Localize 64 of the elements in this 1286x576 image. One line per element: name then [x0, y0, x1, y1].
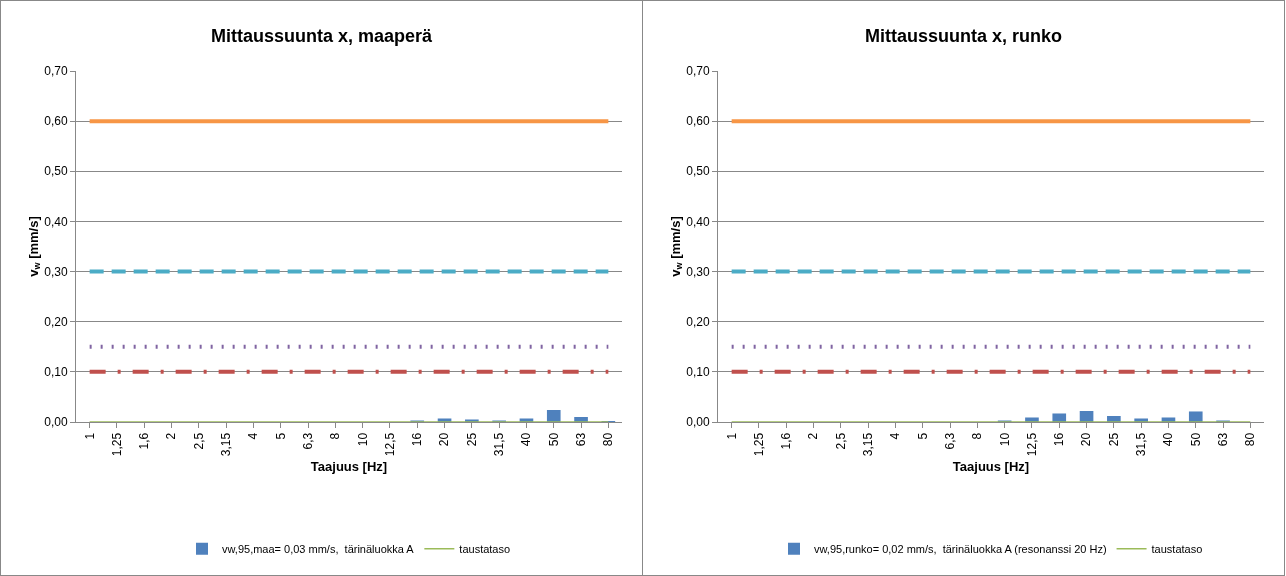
x-tick-label: 1,6	[137, 432, 152, 450]
x-tick-label: 8	[970, 432, 985, 440]
x-tick-label: 16	[1052, 432, 1067, 447]
x-tick-label: 1,25	[109, 432, 124, 457]
y-tick-label: 0,70	[44, 64, 68, 79]
x-tick-label: 63	[1215, 432, 1230, 447]
x-tick-label: 25	[464, 432, 479, 447]
x-tick-label: 6,3	[300, 432, 315, 450]
x-tick-label: 20	[437, 432, 452, 447]
x-tick-label: 12,5	[382, 432, 397, 457]
x-axis-title: Taajuus [Hz]	[952, 458, 1030, 474]
x-axis-title: Taajuus [Hz]	[310, 458, 388, 474]
x-tick-label: 1	[724, 432, 739, 440]
x-tick-label: 2	[164, 432, 179, 440]
y-tick-label: 0,60	[44, 114, 68, 129]
chart-title: Mittaussuunta x, runko	[864, 26, 1063, 47]
x-tick-label: 3,15	[861, 432, 876, 457]
x-tick-label: 1,25	[751, 432, 766, 457]
x-tick-label: 2	[806, 432, 821, 440]
y-tick-label: 0,50	[44, 164, 68, 179]
x-tick-label: 1	[82, 432, 97, 440]
y-tick-label: 0,20	[686, 314, 710, 329]
x-tick-label: 6,3	[942, 432, 957, 450]
x-tick-label: 80	[601, 432, 616, 447]
y-tick-label: 0,60	[686, 114, 710, 129]
x-tick-label: 63	[573, 432, 588, 447]
y-tick-label: 0,30	[44, 264, 68, 279]
x-tick-label: 50	[546, 432, 561, 447]
x-tick-label: 2,5	[191, 432, 206, 450]
x-tick-label: 5	[273, 432, 288, 440]
x-tick-label: 10	[355, 432, 370, 447]
chart-title: Mittaussuunta x, maaperä	[210, 26, 434, 47]
y-tick-label: 0,10	[686, 365, 710, 380]
y-tick-label: 0,70	[686, 64, 710, 79]
legend-label: taustataso	[459, 543, 511, 556]
y-tick-label: 0,30	[686, 264, 710, 279]
x-tick-label: 3,15	[219, 432, 234, 457]
y-tick-label: 0,50	[686, 164, 710, 179]
x-tick-label: 4	[888, 432, 903, 440]
x-tick-label: 2,5	[833, 432, 848, 450]
x-tick-label: 40	[1161, 432, 1176, 447]
y-tick-label: 0,40	[44, 214, 68, 229]
x-tick-label: 10	[997, 432, 1012, 447]
legend-label: taustataso	[1151, 543, 1203, 556]
x-tick-label: 4	[246, 432, 261, 440]
x-tick-label: 20	[1079, 432, 1094, 447]
legend-label: vw,95,runko= 0,02 mm/s, tärinäluokka A (resonanssi 20 Hz)	[814, 543, 1107, 556]
x-tick-label: 5	[915, 432, 930, 440]
y-tick-label: 0,00	[44, 415, 68, 430]
x-tick-label: 8	[328, 432, 343, 440]
x-tick-label: 25	[1106, 432, 1121, 447]
x-tick-label: 16	[410, 432, 425, 447]
y-tick-label: 0,40	[686, 214, 710, 229]
y-tick-label: 0,10	[44, 365, 68, 380]
x-tick-label: 80	[1243, 432, 1258, 447]
y-tick-label: 0,20	[44, 314, 68, 329]
x-tick-label: 50	[1188, 432, 1203, 447]
x-tick-label: 12,5	[1024, 432, 1039, 457]
x-tick-label: 40	[519, 432, 534, 447]
x-tick-label: 31,5	[492, 432, 507, 457]
x-tick-label: 1,6	[779, 432, 794, 450]
x-tick-label: 31,5	[1134, 432, 1149, 457]
y-tick-label: 0,00	[686, 415, 710, 430]
legend-label: vw,95,maa= 0,03 mm/s, tärinäluokka A	[222, 543, 415, 556]
